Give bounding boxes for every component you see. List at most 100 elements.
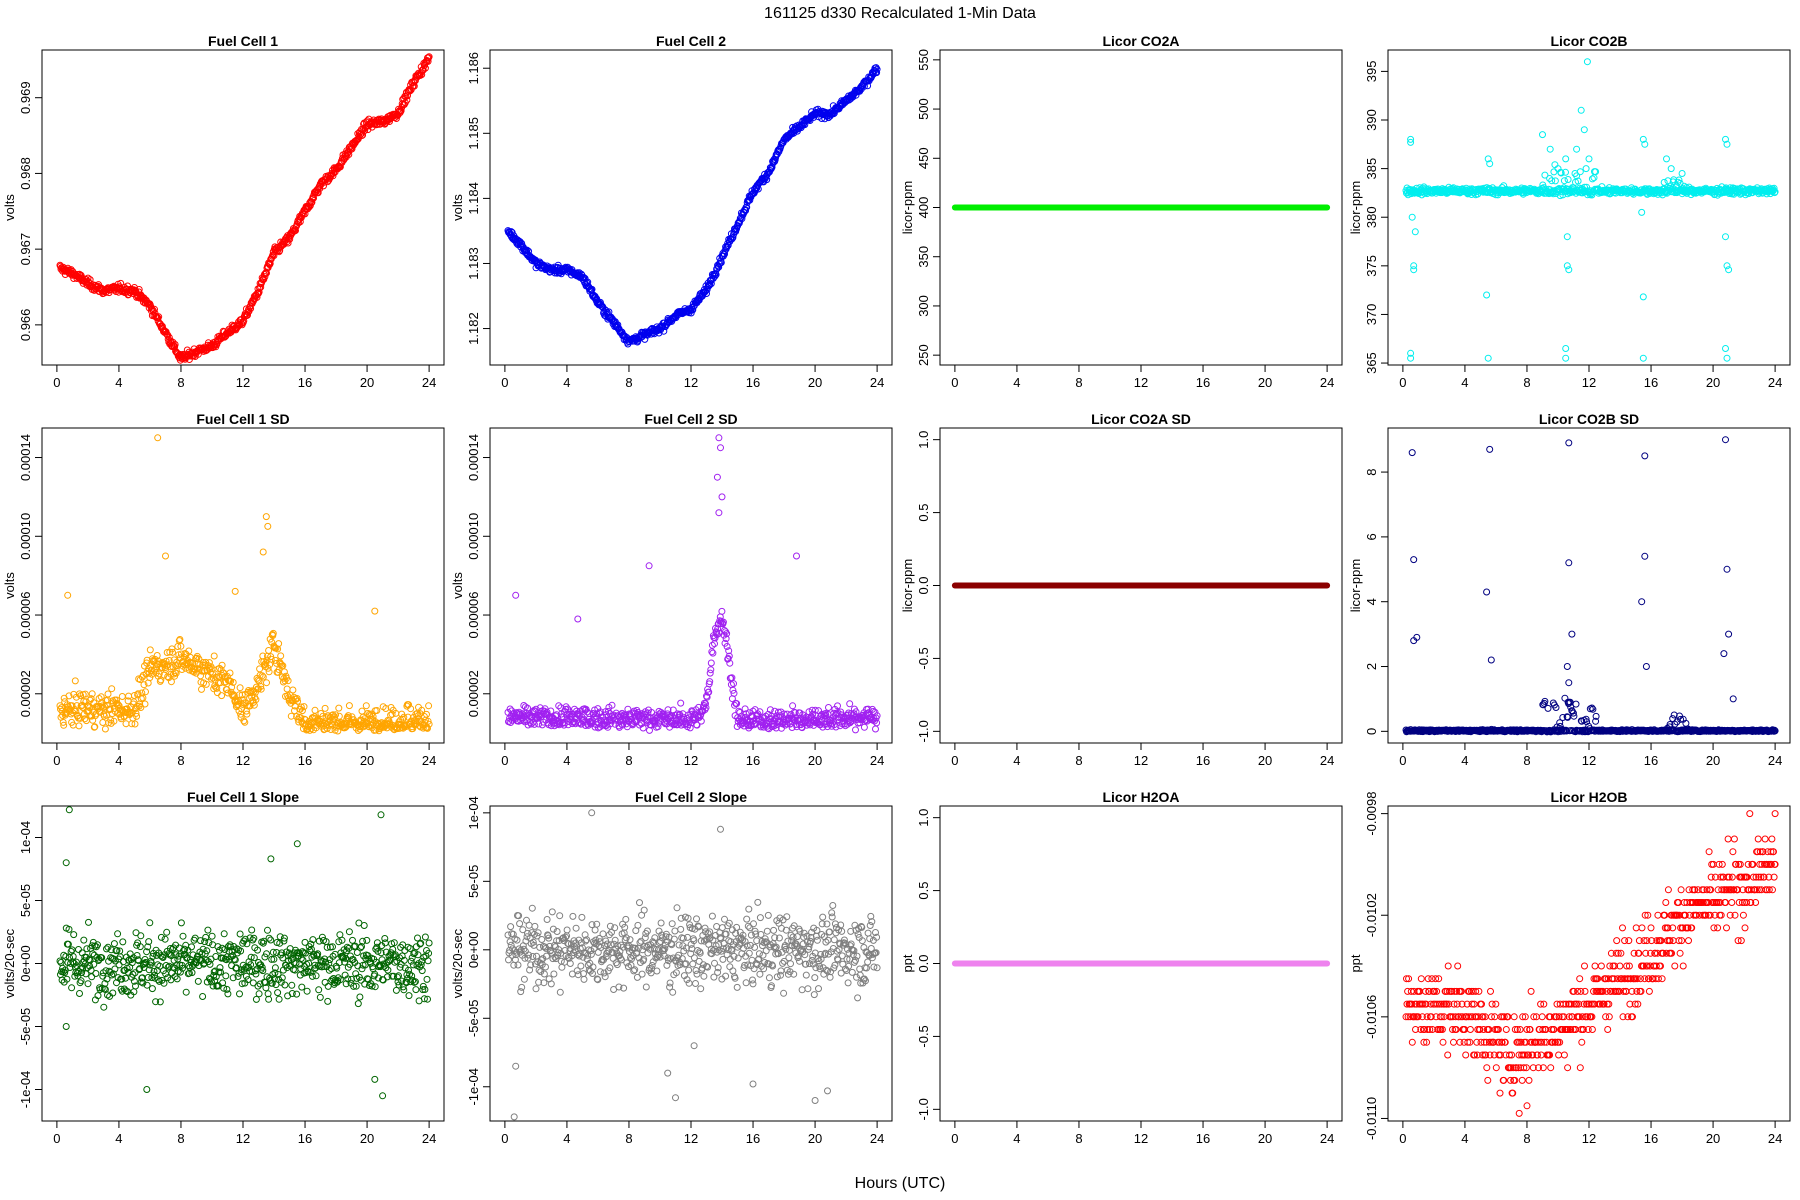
- data-point: [1667, 165, 1675, 173]
- data-point: [275, 995, 283, 1003]
- data-point: [723, 643, 731, 650]
- data-point: [163, 928, 171, 936]
- data-point: [1560, 177, 1568, 185]
- data-point: [257, 685, 265, 693]
- data-point: [243, 940, 251, 948]
- data-point: [59, 718, 67, 726]
- x-tick-label: 8: [177, 1131, 184, 1146]
- data-point: [166, 663, 174, 671]
- y-tick-label: 350: [916, 246, 931, 268]
- data-point: [357, 130, 365, 138]
- data-point: [108, 685, 116, 693]
- data-point: [1568, 630, 1576, 638]
- x-tick-label: 8: [625, 375, 632, 390]
- data-point: [507, 719, 515, 726]
- data-point: [76, 990, 83, 997]
- panel-title: Fuel Cell 1: [208, 33, 278, 49]
- x-tick-label: 8: [177, 753, 184, 768]
- data-point: [535, 720, 543, 728]
- chart-panel-2: Fuel Cell 20 4 8 12 16 20 241.1821.1831.1841.1…: [450, 33, 893, 390]
- data-point: [219, 979, 227, 987]
- data-point: [506, 705, 514, 713]
- data-point: [127, 956, 135, 963]
- y-tick-label: 0.00002: [466, 670, 481, 717]
- data-point: [709, 649, 717, 657]
- data-point: [864, 82, 872, 90]
- data-point: [269, 971, 277, 978]
- data-point: [179, 964, 186, 972]
- data-point: [619, 721, 627, 729]
- data-point: [156, 998, 164, 1006]
- x-tick-label: 0: [951, 375, 958, 390]
- data-point: [603, 722, 611, 729]
- data-point: [834, 702, 841, 710]
- data-point: [284, 677, 292, 685]
- data-point: [860, 723, 868, 731]
- data-point: [580, 274, 588, 282]
- y-axis-label: licor-ppm: [1348, 559, 1363, 612]
- data-point: [86, 704, 94, 712]
- data-point: [371, 607, 379, 615]
- series-points: [504, 434, 881, 734]
- data-point: [852, 708, 860, 716]
- data-point: [1663, 155, 1670, 163]
- data-point: [65, 692, 73, 700]
- data-point: [259, 967, 267, 975]
- data-point: [1589, 705, 1597, 713]
- x-tick-label: 16: [298, 1131, 312, 1146]
- data-point: [295, 718, 303, 726]
- data-point: [255, 685, 262, 693]
- data-point: [852, 726, 859, 734]
- y-tick-label: 2: [1364, 663, 1379, 670]
- data-point: [249, 979, 257, 987]
- y-tick-label: 1.182: [466, 312, 481, 345]
- data-point: [244, 976, 252, 984]
- data-point: [419, 66, 427, 74]
- data-point: [131, 720, 139, 728]
- data-point: [288, 981, 296, 989]
- data-point: [264, 522, 272, 530]
- data-point: [284, 239, 292, 247]
- y-tick-label: 8: [1364, 468, 1379, 475]
- data-point: [149, 952, 157, 960]
- data-point: [335, 712, 343, 720]
- data-point: [425, 53, 433, 61]
- data-point: [206, 960, 214, 968]
- data-point: [258, 963, 266, 971]
- panel-title: Fuel Cell 2: [656, 33, 726, 49]
- y-tick-label: 1.184: [466, 182, 481, 215]
- data-point: [72, 958, 80, 966]
- data-point: [1722, 436, 1729, 444]
- y-tick-label: 6: [1364, 533, 1379, 540]
- data-point: [719, 618, 727, 626]
- figure-suptitle: 161125 d330 Recalculated 1-Min Data: [764, 5, 1036, 22]
- data-point: [660, 327, 668, 335]
- data-point: [706, 678, 714, 686]
- x-tick-label: 24: [422, 375, 436, 390]
- x-tick-label: 12: [236, 1131, 250, 1146]
- y-tick-label: 370: [1364, 304, 1379, 326]
- series-points: [56, 806, 433, 1100]
- data-point: [1539, 131, 1546, 139]
- data-point: [88, 973, 96, 981]
- data-point: [259, 548, 267, 556]
- data-point: [1565, 679, 1573, 687]
- data-point: [766, 706, 774, 714]
- data-point: [165, 334, 173, 341]
- data-point: [128, 959, 136, 967]
- data-point: [270, 955, 278, 963]
- data-point: [252, 995, 260, 1003]
- data-point: [1484, 354, 1492, 362]
- data-point: [84, 274, 92, 282]
- data-point: [163, 649, 171, 656]
- x-tick-label: 12: [1134, 375, 1148, 390]
- data-point: [872, 725, 879, 733]
- data-point: [236, 990, 243, 998]
- y-tick-label: 0.00006: [466, 592, 481, 639]
- data-point: [263, 950, 270, 958]
- data-point: [873, 69, 881, 77]
- data-point: [397, 107, 405, 115]
